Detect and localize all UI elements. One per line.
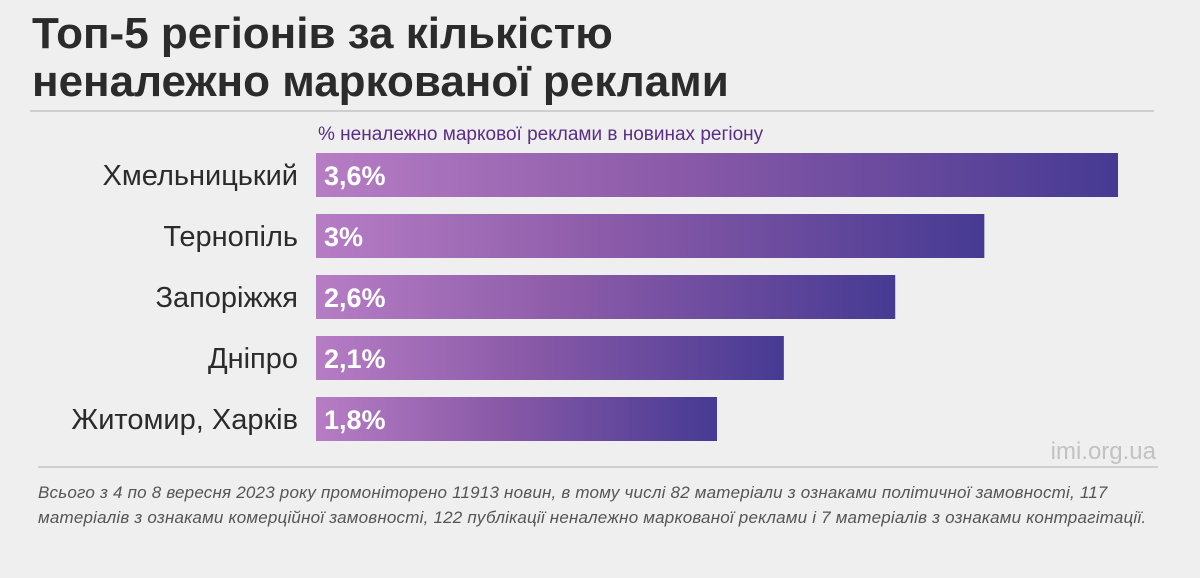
category-label-2: Тернопіль <box>163 221 298 253</box>
bar-2 <box>316 214 985 258</box>
category-label-5: Житомир, Харків <box>71 404 298 436</box>
value-label-3: 2,6% <box>324 283 386 313</box>
value-label-5: 1,8% <box>324 405 386 435</box>
bar-5 <box>316 397 717 441</box>
chart-subtitle: % неналежно маркової реклами в новинах р… <box>318 124 764 145</box>
title-divider <box>30 110 1154 112</box>
footnote: Всього з 4 по 8 вересня 2023 року промон… <box>38 483 1147 527</box>
value-label-2: 3% <box>324 222 363 252</box>
note-divider <box>38 466 1158 468</box>
category-label-3: Запоріжжя <box>155 282 298 314</box>
bar-1 <box>316 153 1118 197</box>
value-label-1: 3,6% <box>324 161 386 191</box>
value-label-4: 2,1% <box>324 344 386 374</box>
category-label-4: Дніпро <box>208 343 298 375</box>
source-label: imi.org.ua <box>1050 438 1156 465</box>
category-label-1: Хмельницький <box>103 160 299 192</box>
bar-4 <box>316 336 784 380</box>
chart-title: Топ-5 регіонів за кількістю неналежно ма… <box>32 10 1152 106</box>
chart-title-line-2: неналежно маркованої реклами <box>32 57 729 106</box>
chart-title-line-1: Топ-5 регіонів за кількістю <box>32 9 613 58</box>
bar-3 <box>316 275 896 319</box>
